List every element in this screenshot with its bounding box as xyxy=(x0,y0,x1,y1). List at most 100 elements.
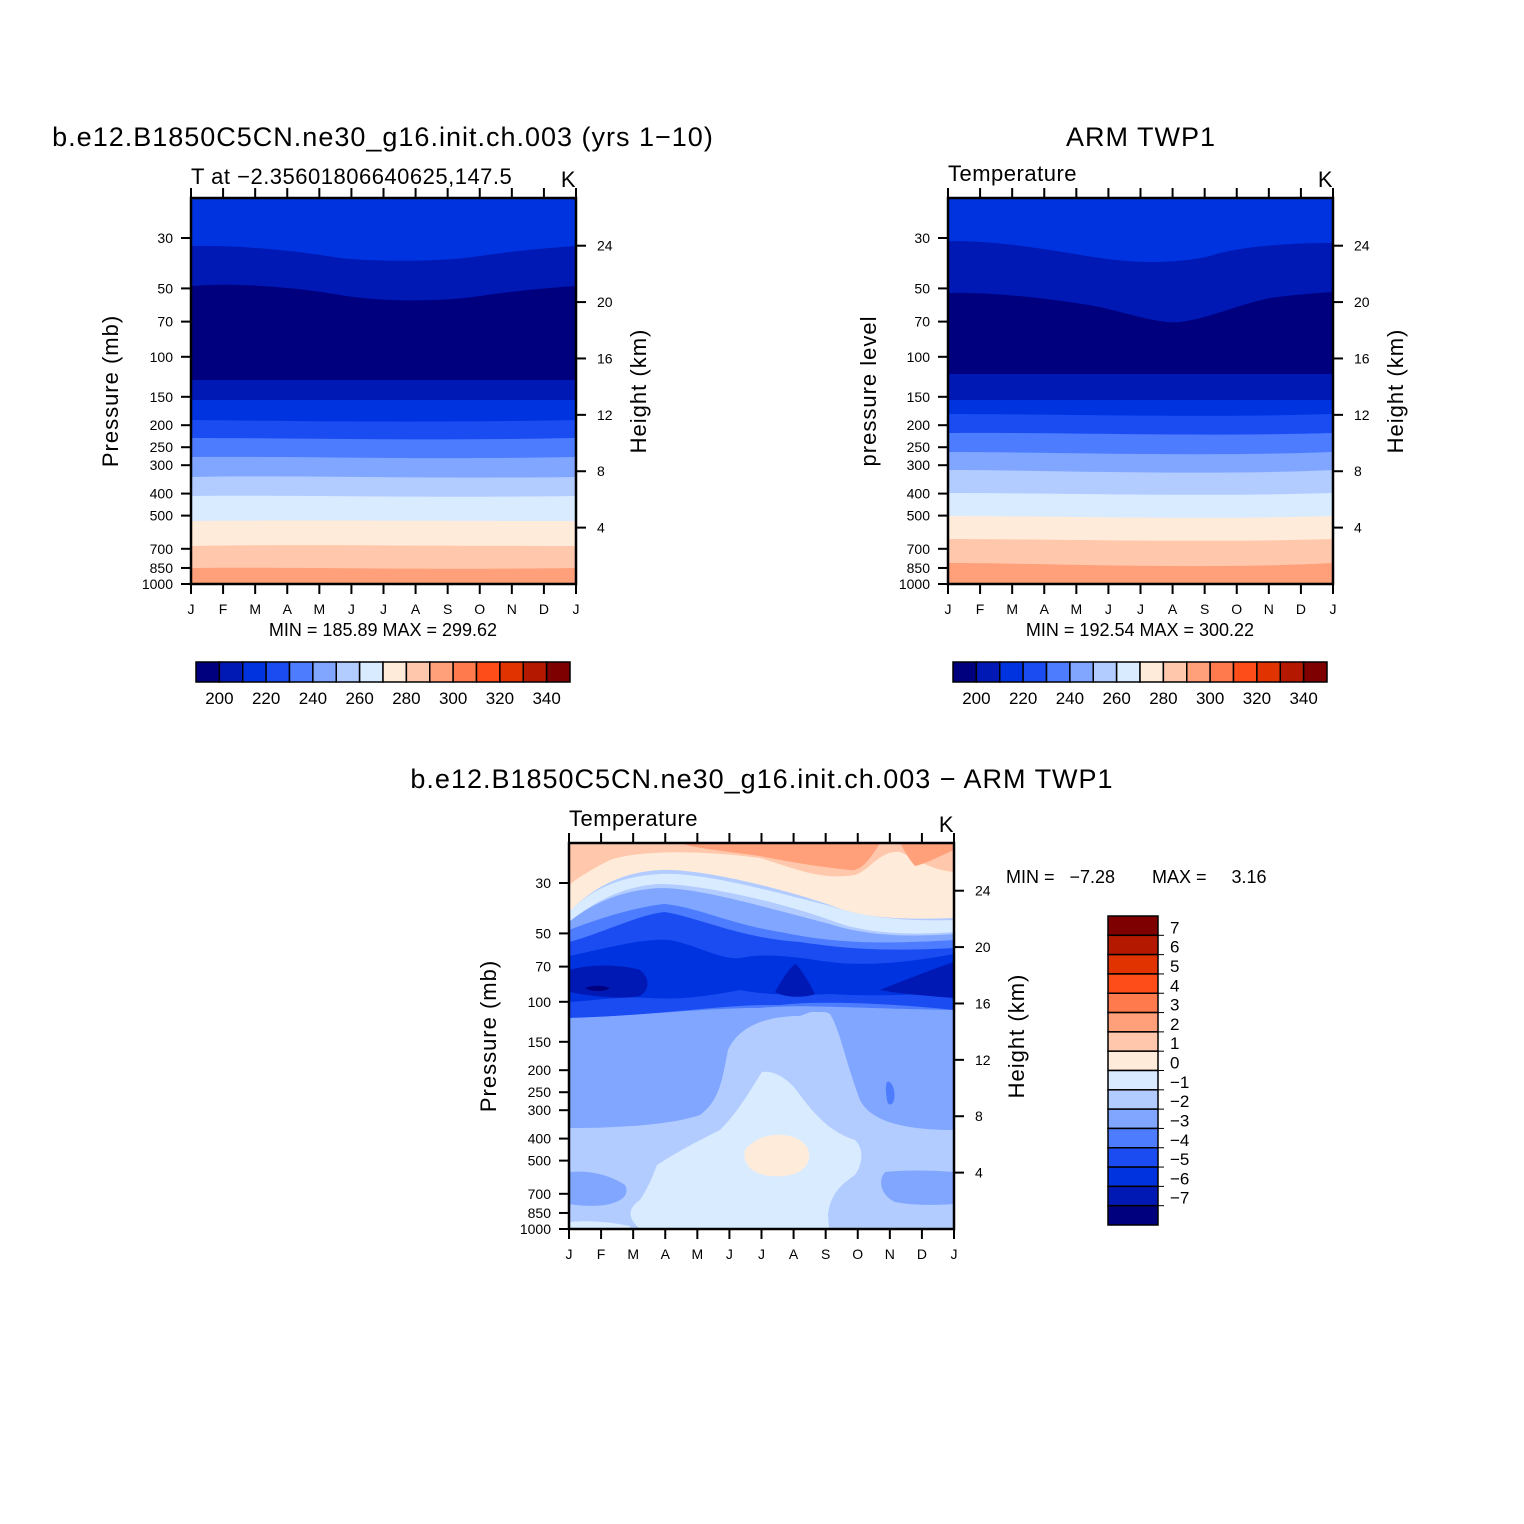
pressure-tick-label: 100 xyxy=(528,994,552,1010)
pressure-tick-label: 70 xyxy=(157,314,173,330)
region-neg8-core xyxy=(585,985,610,991)
colorbar-label: 6 xyxy=(1170,938,1179,957)
panel-obs-colorbar: 200 220 240 260 280 300 320 340 xyxy=(952,661,1328,708)
panel-diff-max: MAX = 3.16 xyxy=(1152,867,1267,887)
month-tick-label: D xyxy=(539,601,549,617)
pressure-tick-label: 250 xyxy=(150,439,174,455)
colorbar-swatch xyxy=(522,661,548,683)
month-tick-label: M xyxy=(249,601,261,617)
month-tick-label: J xyxy=(188,601,195,617)
region-neg7-aug xyxy=(775,964,815,997)
colorbar-swatch xyxy=(1302,661,1328,683)
band-ge295 xyxy=(948,563,1333,584)
colorbar-swatch xyxy=(312,661,337,683)
panel-obs-y-label: pressure level xyxy=(856,316,881,467)
month-tick-label: M xyxy=(627,1246,639,1262)
colorbar-swatch xyxy=(335,661,361,683)
colorbar-label: 220 xyxy=(1009,689,1037,708)
colorbar-swatch xyxy=(1209,661,1235,683)
pressure-tick-label: 400 xyxy=(907,486,931,502)
colorbar-label: −5 xyxy=(1170,1150,1189,1169)
colorbar-label: 260 xyxy=(1102,689,1130,708)
height-tick-label: 12 xyxy=(975,1052,991,1068)
region-neg7-west xyxy=(569,965,648,998)
month-tick-label: J xyxy=(348,601,355,617)
colorbar-swatch xyxy=(382,661,408,683)
colorbar-swatch xyxy=(475,661,501,683)
height-tick-label: 24 xyxy=(975,883,991,899)
colorbar-swatch xyxy=(218,661,244,683)
month-tick-label: S xyxy=(821,1246,830,1262)
height-tick-label: 8 xyxy=(1354,463,1362,479)
pressure-tick-label: 500 xyxy=(528,1153,552,1169)
colorbar-label: 4 xyxy=(1170,976,1179,995)
pressure-tick-label: 150 xyxy=(528,1034,552,1050)
month-tick-label: O xyxy=(852,1246,863,1262)
month-tick-label: F xyxy=(219,601,228,617)
panel-obs-right-label: Height (km) xyxy=(1383,329,1408,454)
panel-model-subtitle: T at −2.35601806640625,147.5 xyxy=(191,164,512,189)
pressure-tick-label: 150 xyxy=(150,389,174,405)
pressure-tick-label: 200 xyxy=(528,1062,552,1078)
colorbar-swatch xyxy=(1232,661,1258,683)
panel-diff-subtitle: Temperature xyxy=(569,806,698,831)
colorbar-swatch xyxy=(1107,1127,1159,1149)
colorbar-swatch xyxy=(1107,973,1159,994)
panel-obs-subtitle: Temperature xyxy=(948,161,1077,186)
colorbar-swatch xyxy=(1107,1108,1159,1130)
region-near0-bottom xyxy=(569,1221,630,1229)
panel-model-units: K xyxy=(561,167,576,192)
height-tick-label: 20 xyxy=(1354,294,1370,310)
height-tick-label: 16 xyxy=(975,995,991,1011)
colorbar-label: 320 xyxy=(486,689,514,708)
colorbar-label: −7 xyxy=(1170,1189,1189,1208)
month-tick-label: D xyxy=(1296,601,1306,617)
region-neg1-band xyxy=(569,873,954,934)
region-pos2-upper xyxy=(680,843,880,871)
colorbar-label: 2 xyxy=(1170,1015,1179,1034)
colorbar-label: 220 xyxy=(252,689,280,708)
panel-obs-min-max: MIN = 192.54 MAX = 300.22 xyxy=(1026,620,1254,640)
colorbar-swatch xyxy=(1069,661,1094,683)
height-tick-label: 24 xyxy=(597,238,613,254)
pressure-tick-label: 50 xyxy=(157,280,173,296)
month-tick-label: A xyxy=(411,601,421,617)
panel-diff-units: K xyxy=(939,812,954,837)
pressure-tick-label: 30 xyxy=(157,230,173,246)
colorbar-label: 260 xyxy=(345,689,373,708)
month-tick-label: A xyxy=(1040,601,1050,617)
panel-diff-title: b.e12.B1850C5CN.ne30_g16.init.ch.003 − A… xyxy=(410,764,1113,794)
pressure-tick-label: 850 xyxy=(907,560,931,576)
colorbar-swatch xyxy=(1107,1204,1159,1226)
month-tick-label: J xyxy=(1105,601,1112,617)
band-lt195 xyxy=(948,292,1333,374)
colorbar-label: 240 xyxy=(299,689,327,708)
pressure-tick-label: 50 xyxy=(914,280,930,296)
colorbar-swatch xyxy=(1045,661,1071,683)
pressure-tick-label: 1000 xyxy=(520,1221,551,1237)
region-neg4-blob xyxy=(885,1081,895,1105)
colorbar-swatch xyxy=(1107,1147,1159,1168)
pressure-tick-label: 30 xyxy=(535,875,551,891)
pressure-tick-label: 1000 xyxy=(899,576,930,592)
colorbar-swatch xyxy=(1186,661,1211,683)
height-tick-label: 4 xyxy=(1354,520,1362,536)
month-tick-label: D xyxy=(917,1246,927,1262)
month-tick-label: J xyxy=(945,601,952,617)
colorbar-swatch xyxy=(1115,661,1141,683)
pressure-tick-label: 500 xyxy=(150,508,174,524)
height-tick-label: 4 xyxy=(597,520,605,536)
pressure-tick-label: 250 xyxy=(907,439,931,455)
pressure-tick-label: 100 xyxy=(907,349,931,365)
colorbar-swatch xyxy=(358,661,384,683)
month-tick-label: J xyxy=(758,1246,765,1262)
month-tick-label: N xyxy=(885,1246,895,1262)
colorbar-swatch xyxy=(405,661,431,683)
pressure-tick-label: 150 xyxy=(907,389,931,405)
colorbar-swatch xyxy=(1107,934,1159,956)
